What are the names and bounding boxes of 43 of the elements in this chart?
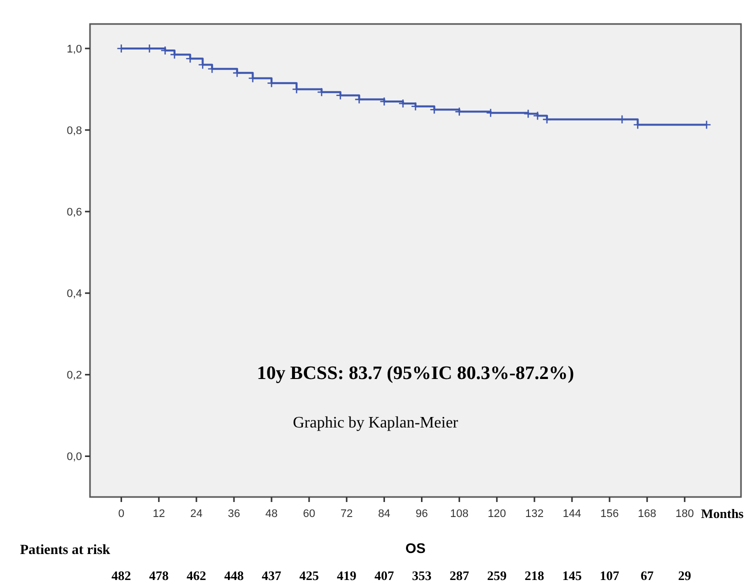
text: 353	[412, 568, 432, 583]
x-tick-label: 156	[600, 508, 619, 520]
x-tick-label: 36	[228, 508, 240, 520]
y-tick-label: 0,8	[66, 124, 82, 137]
annotation: 10y BCSS: 83.7 (95%IC 80.3%-87.2%)	[256, 362, 574, 384]
text: 107	[600, 568, 620, 583]
text: 407	[374, 568, 394, 583]
text: 29	[678, 568, 692, 583]
annotation: Graphic by Kaplan-Meier	[292, 414, 459, 432]
text: 287	[450, 568, 470, 583]
x-tick-label: 24	[190, 508, 203, 520]
x-tick-label: 12	[152, 508, 165, 520]
text: 482	[112, 568, 132, 583]
y-tick-label: 0,2	[66, 370, 82, 382]
text: OS	[405, 540, 426, 556]
y-tick-label: 0,4	[66, 288, 82, 300]
x-tick-label: 72	[340, 508, 353, 520]
y-tick-label: 1,0	[66, 43, 82, 56]
x-tick-label: 180	[675, 508, 694, 520]
text: 67	[640, 568, 654, 583]
text: 218	[524, 568, 545, 583]
x-tick-label: 168	[638, 508, 656, 520]
x-tick-label: 84	[378, 508, 390, 520]
text: 259	[487, 568, 508, 583]
x-axis-title: Months	[701, 506, 744, 521]
text: 448	[224, 568, 244, 583]
text: 145	[562, 568, 582, 583]
text: 425	[299, 568, 320, 583]
x-tick-label: 144	[562, 508, 582, 520]
x-tick-label: 60	[302, 508, 316, 520]
text: 478	[149, 568, 170, 583]
x-tick-label: 108	[450, 508, 468, 520]
x-tick-label: 120	[488, 508, 506, 520]
y-tick-label: 0,0	[66, 451, 82, 464]
x-tick-label: 0	[118, 508, 124, 520]
x-tick-label: 96	[416, 508, 428, 520]
text: 462	[186, 568, 206, 583]
text: 437	[262, 568, 282, 583]
x-tick-label: 48	[265, 508, 278, 520]
text: 419	[336, 568, 357, 583]
y-tick-label: 0,6	[66, 206, 82, 218]
x-tick-label: 132	[525, 508, 544, 520]
text: Patients at risk	[20, 543, 110, 558]
